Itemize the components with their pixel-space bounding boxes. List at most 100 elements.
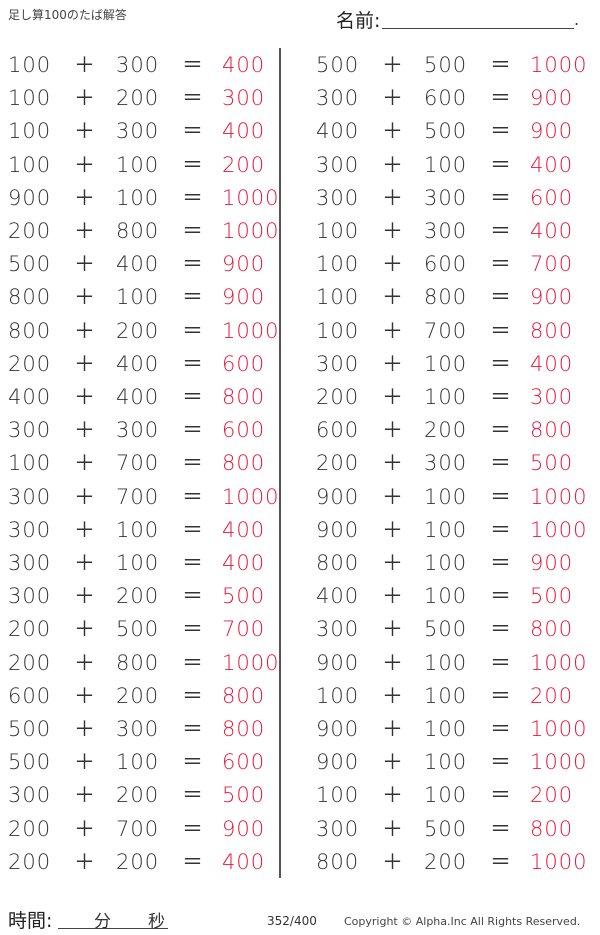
- problem-row: 100 ＋ 800 ＝ 900: [0, 282, 600, 312]
- equals-sign: ＝: [490, 285, 512, 310]
- addend-a: 300: [316, 185, 360, 210]
- addend-b: 700: [116, 451, 160, 476]
- answer: 400: [530, 219, 574, 243]
- addend-b: 200: [424, 418, 468, 443]
- problem-row: 100 ＋ 300 ＝ 400: [0, 116, 600, 146]
- addend-a: 400: [8, 385, 52, 409]
- addend-a: 300: [8, 517, 52, 542]
- answer: 900: [530, 119, 574, 144]
- plus-sign: ＋: [74, 816, 96, 841]
- name-label: 名前:: [336, 10, 381, 32]
- answer: 200: [222, 152, 266, 177]
- plus-sign: ＋: [74, 650, 96, 675]
- addend-b: 100: [424, 783, 468, 808]
- addend-b: 500: [424, 816, 468, 841]
- answer: 700: [222, 617, 266, 642]
- problem-row: 100 ＋ 700 ＝ 800: [0, 316, 600, 346]
- page-number: 352/400: [267, 914, 317, 928]
- answer: 500: [530, 584, 574, 609]
- equals-sign: ＝: [490, 816, 512, 841]
- equals-sign: ＝: [490, 849, 512, 874]
- equals-sign: ＝: [182, 285, 204, 310]
- addend-a: 300: [316, 86, 360, 111]
- addend-b: 200: [116, 683, 160, 708]
- problem-row: 300 ＋ 100 ＝ 400: [0, 349, 600, 379]
- problem-row: 200 ＋ 800 ＝ 1000: [0, 648, 600, 678]
- addend-a: 900: [316, 484, 360, 509]
- equals-sign: ＝: [490, 551, 512, 575]
- problem-row: 100 ＋ 100 ＝ 200: [0, 150, 600, 180]
- addend-a: 500: [316, 53, 360, 77]
- time-field-line: [58, 928, 168, 929]
- plus-sign: ＋: [382, 816, 404, 841]
- equals-sign: ＝: [182, 617, 204, 642]
- plus-sign: ＋: [74, 318, 96, 343]
- answer: 800: [530, 816, 574, 841]
- answer: 200: [530, 683, 574, 708]
- answer: 600: [530, 185, 574, 210]
- addend-a: 900: [316, 517, 360, 542]
- plus-sign: ＋: [74, 517, 96, 542]
- addend-b: 100: [424, 750, 468, 775]
- plus-sign: ＋: [74, 252, 96, 277]
- addend-a: 100: [8, 53, 52, 77]
- answer: 900: [222, 285, 266, 310]
- problem-row: 300 ＋ 500 ＝ 800: [0, 614, 600, 644]
- addend-a: 800: [316, 551, 360, 575]
- equals-sign: ＝: [182, 119, 204, 144]
- addend-b: 100: [116, 551, 160, 575]
- equals-sign: ＝: [490, 86, 512, 111]
- equals-sign: ＝: [490, 385, 512, 409]
- copyright: Copyright © Alpha.Inc All Rights Reserve…: [344, 915, 581, 928]
- plus-sign: ＋: [382, 683, 404, 708]
- addend-b: 500: [424, 617, 468, 642]
- addend-b: 300: [424, 219, 468, 243]
- equals-sign: ＝: [490, 318, 512, 343]
- problem-row: 500 ＋ 400 ＝ 900: [0, 249, 600, 279]
- plus-sign: ＋: [382, 86, 404, 111]
- plus-sign: ＋: [74, 385, 96, 409]
- problem-row: 100 ＋ 600 ＝ 700: [0, 249, 600, 279]
- addend-b: 800: [116, 219, 160, 243]
- addend-b: 400: [116, 252, 160, 277]
- problem-row: 200 ＋ 400 ＝ 600: [0, 349, 600, 379]
- addend-a: 300: [8, 584, 52, 609]
- plus-sign: ＋: [74, 683, 96, 708]
- plus-sign: ＋: [382, 185, 404, 210]
- addend-a: 900: [316, 717, 360, 741]
- plus-sign: ＋: [382, 152, 404, 177]
- plus-sign: ＋: [382, 517, 404, 542]
- answer: 400: [222, 551, 266, 575]
- addend-b: 100: [424, 351, 468, 376]
- addend-a: 300: [316, 152, 360, 177]
- problem-row: 100 ＋ 300 ＝ 400: [0, 216, 600, 246]
- equals-sign: ＝: [182, 86, 204, 111]
- answer: 800: [222, 683, 266, 708]
- answer: 1000: [530, 484, 588, 509]
- answer: 400: [530, 152, 574, 177]
- addend-b: 100: [424, 683, 468, 708]
- plus-sign: ＋: [74, 86, 96, 111]
- addend-b: 100: [424, 152, 468, 177]
- equals-sign: ＝: [490, 185, 512, 210]
- equals-sign: ＝: [182, 351, 204, 376]
- plus-sign: ＋: [74, 617, 96, 642]
- addend-b: 500: [424, 119, 468, 144]
- addend-a: 300: [8, 484, 52, 509]
- equals-sign: ＝: [182, 849, 204, 874]
- problem-row: 300 ＋ 100 ＝ 400: [0, 515, 600, 545]
- equals-sign: ＝: [182, 517, 204, 542]
- plus-sign: ＋: [382, 650, 404, 675]
- answer: 500: [530, 451, 574, 476]
- name-end-mark: .: [574, 10, 580, 29]
- plus-sign: ＋: [74, 53, 96, 77]
- addend-b: 300: [116, 418, 160, 443]
- equals-sign: ＝: [182, 717, 204, 741]
- addend-b: 100: [116, 750, 160, 775]
- plus-sign: ＋: [382, 617, 404, 642]
- addend-b: 600: [424, 86, 468, 111]
- problem-row: 600 ＋ 200 ＝ 800: [0, 681, 600, 711]
- plus-sign: ＋: [382, 584, 404, 609]
- answer: 800: [222, 717, 266, 741]
- addend-a: 300: [316, 617, 360, 642]
